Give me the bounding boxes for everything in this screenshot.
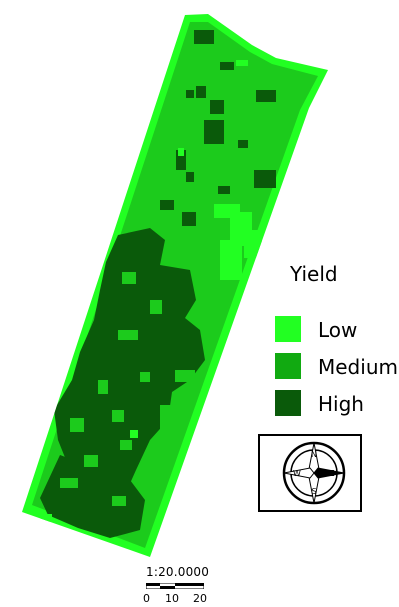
scale-tick-20: 20 bbox=[193, 592, 207, 605]
high-yield-blocks bbox=[160, 30, 276, 226]
scale-ratio: 1:20.0000 bbox=[146, 565, 210, 579]
legend-swatch-medium bbox=[275, 353, 301, 379]
high-yield-zone bbox=[54, 228, 205, 500]
compass-w-label: W bbox=[293, 469, 301, 478]
scale-tick-10: 10 bbox=[165, 592, 179, 605]
low-yield-patches bbox=[40, 60, 262, 522]
scale-tick-0: 0 bbox=[143, 592, 150, 605]
compass-rose-icon: N S E W bbox=[282, 441, 346, 505]
legend-label-low: Low bbox=[318, 318, 358, 342]
high-yield-zone-lower bbox=[40, 455, 145, 538]
legend-label-medium: Medium bbox=[318, 355, 398, 379]
compass-n-label: N bbox=[311, 450, 317, 459]
legend-swatch-low bbox=[275, 316, 301, 342]
medium-patches bbox=[60, 272, 195, 506]
compass-e-label: E bbox=[329, 469, 334, 478]
compass-s-label: S bbox=[311, 487, 316, 496]
legend-swatch-high bbox=[275, 390, 301, 416]
legend-label-high: High bbox=[318, 392, 364, 416]
compass-rose-box: N S E W bbox=[258, 434, 362, 512]
scale-bar bbox=[146, 583, 204, 589]
legend-title: Yield bbox=[290, 262, 338, 286]
